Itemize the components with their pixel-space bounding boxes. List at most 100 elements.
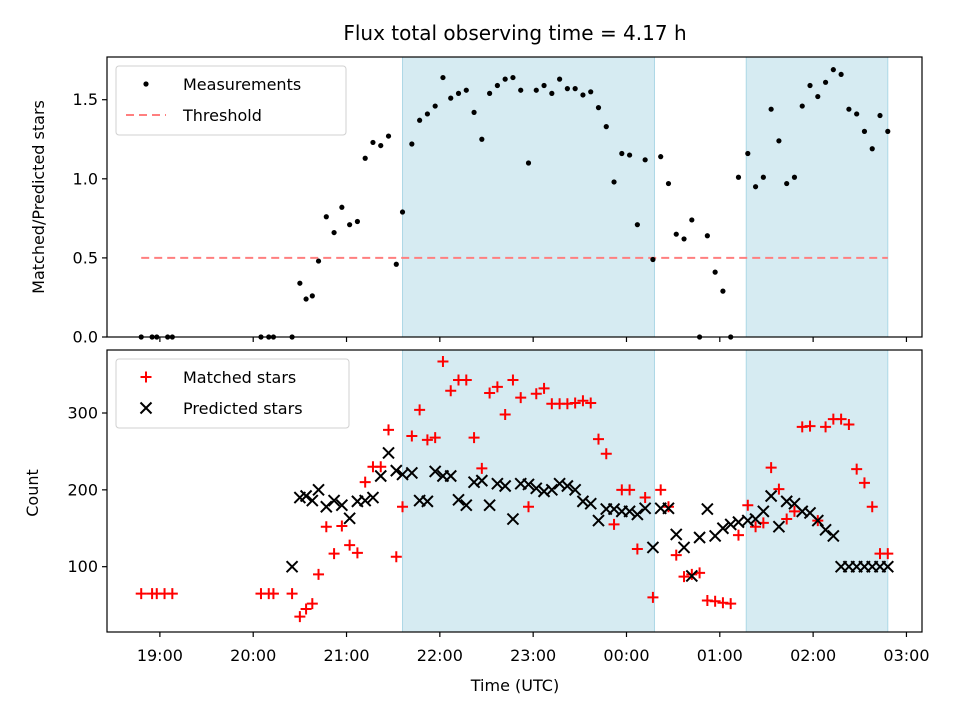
measurement-point xyxy=(424,111,431,117)
measurement-point xyxy=(455,90,462,96)
measurement-point xyxy=(409,141,415,147)
top-y-tick-label: 1.5 xyxy=(73,90,98,109)
predicted-star-point xyxy=(757,505,770,518)
measurement-point xyxy=(720,288,726,294)
measurement-point xyxy=(448,95,454,101)
measurement-point xyxy=(846,106,852,112)
measurement-point xyxy=(549,90,555,96)
measurement-point xyxy=(588,89,594,95)
legend-measurements-marker xyxy=(143,81,149,87)
measurement-point xyxy=(393,261,399,267)
matched-star-point xyxy=(468,432,480,444)
measurement-point xyxy=(861,128,868,134)
matched-star-point xyxy=(858,477,870,489)
measurement-point xyxy=(807,82,813,89)
predicted-star-point xyxy=(374,469,387,483)
predicted-star-point xyxy=(299,489,313,503)
matched-star-point xyxy=(359,476,371,488)
matched-star-point xyxy=(300,603,312,615)
x-tick-label: 21:00 xyxy=(323,646,369,665)
predicted-star-point xyxy=(506,512,520,526)
predicted-star-point xyxy=(382,446,395,460)
measurement-point xyxy=(502,76,508,82)
matched-star-point xyxy=(306,598,318,610)
legend-label-matched-stars: Matched stars xyxy=(183,368,296,387)
bottom-y-tick-label: 300 xyxy=(67,404,98,423)
top-observing-window-0 xyxy=(402,56,655,338)
measurement-point xyxy=(580,92,586,98)
matched-star-point xyxy=(484,387,496,399)
predicted-star-point xyxy=(285,560,299,573)
measurement-point xyxy=(564,86,570,92)
measurement-point xyxy=(487,90,493,96)
measurement-point xyxy=(704,233,710,239)
matched-star-point xyxy=(820,421,832,433)
predicted-star-point xyxy=(819,523,832,537)
predicted-star-point xyxy=(811,514,824,527)
measurement-point xyxy=(309,293,315,299)
matched-star-point xyxy=(765,462,777,474)
measurement-point xyxy=(838,71,844,78)
measurement-point xyxy=(297,280,303,286)
measurement-point xyxy=(611,179,617,185)
matched-star-point xyxy=(375,461,387,473)
matched-star-point xyxy=(460,374,472,386)
measurement-point xyxy=(440,74,446,81)
predicted-star-point xyxy=(764,489,778,503)
top-y-tick-label: 0.0 xyxy=(73,328,98,347)
measurement-point xyxy=(533,87,539,93)
predicted-star-point xyxy=(607,502,621,516)
x-tick-label: 20:00 xyxy=(230,646,276,665)
matched-star-point xyxy=(294,611,306,623)
predicted-star-point xyxy=(530,482,543,495)
matched-star-point xyxy=(781,513,793,525)
matched-star-point xyxy=(882,548,894,560)
matched-star-point xyxy=(670,549,682,561)
predicted-star-point xyxy=(421,495,434,508)
predicted-star-point xyxy=(545,483,559,497)
predicted-star-point xyxy=(444,469,457,483)
measurement-point xyxy=(399,209,406,215)
predicted-star-point xyxy=(553,477,566,490)
matched-star-point xyxy=(585,397,597,409)
x-tick-label: 19:00 xyxy=(137,646,183,665)
measurement-point xyxy=(557,76,563,82)
measurement-point xyxy=(745,150,751,157)
matched-star-point xyxy=(843,419,855,431)
measurement-point xyxy=(619,150,625,157)
measurement-point xyxy=(673,231,679,237)
bottom-legend-box xyxy=(115,358,350,429)
bottom-y-axis-label: Count xyxy=(23,469,42,517)
measurement-point xyxy=(752,184,759,190)
predicted-star-point xyxy=(724,518,737,531)
measurement-point xyxy=(784,180,790,187)
predicted-star-point xyxy=(780,495,793,508)
measurement-point xyxy=(869,146,875,152)
matched-star-point xyxy=(320,521,332,533)
matched-star-point xyxy=(286,588,298,600)
predicted-star-point xyxy=(623,505,636,518)
measurement-point xyxy=(494,82,500,89)
matched-star-point xyxy=(678,571,690,583)
predicted-star-point xyxy=(498,479,512,493)
predicted-star-point xyxy=(631,508,644,521)
measurement-point xyxy=(603,124,609,130)
bottom-y-tick-label: 100 xyxy=(67,557,98,576)
measurement-point xyxy=(303,296,309,302)
matched-star-point xyxy=(351,547,363,559)
measurement-point xyxy=(768,106,774,112)
matched-star-point xyxy=(414,404,426,416)
predicted-star-point xyxy=(327,494,341,507)
measurement-point xyxy=(642,157,648,163)
measurement-point xyxy=(634,222,640,228)
x-tick-label: 23:00 xyxy=(510,646,556,665)
measurement-point xyxy=(339,204,345,210)
matched-star-point xyxy=(600,448,612,460)
matched-star-point xyxy=(313,568,325,580)
top-panel: Matched/Predicted stars 0.0 0.5 1.0 1.5 Meas… xyxy=(29,56,923,347)
measurement-point xyxy=(417,117,423,123)
measurement-point xyxy=(572,86,578,92)
measurement-point xyxy=(510,74,516,81)
predicted-star-point xyxy=(685,569,699,583)
predicted-star-point xyxy=(561,479,574,493)
